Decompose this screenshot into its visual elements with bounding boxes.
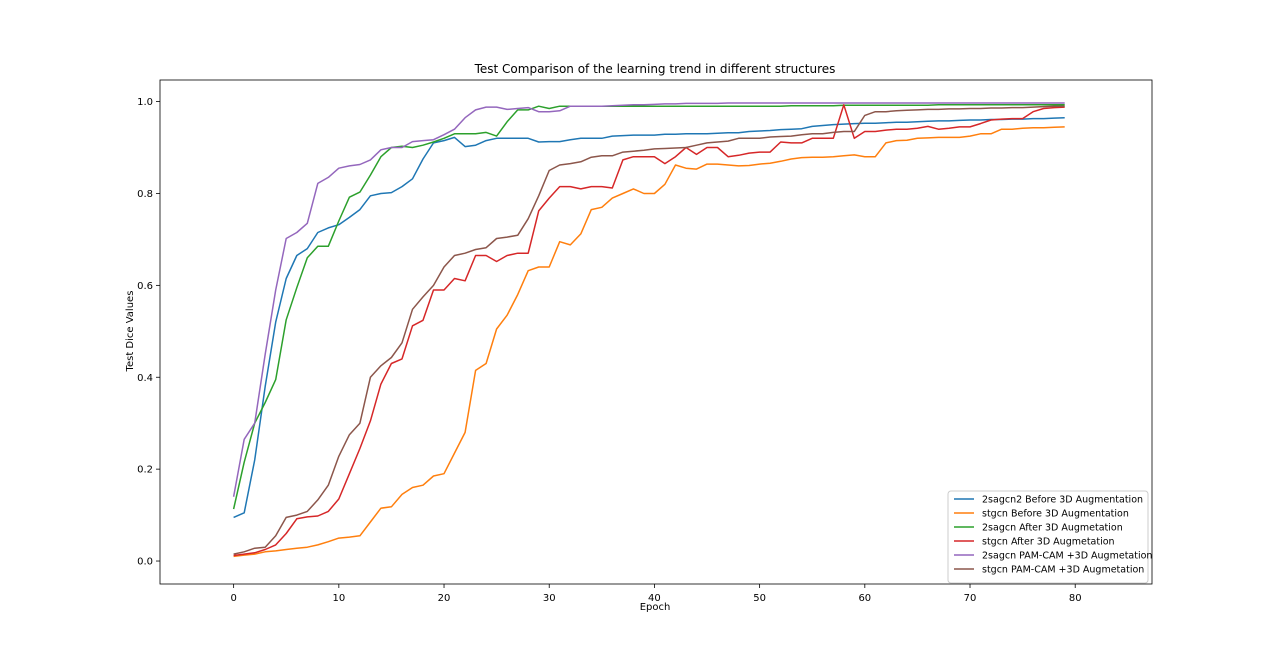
y-axis-label: Test Dice Values bbox=[125, 291, 136, 373]
x-tick-label: 80 bbox=[1069, 593, 1082, 604]
series-line-3 bbox=[232, 104, 1065, 510]
x-tick-label: 30 bbox=[543, 593, 556, 604]
chart-title: Test Comparison of the learning trend in… bbox=[474, 62, 836, 76]
x-tick-label: 50 bbox=[753, 593, 766, 604]
axes: 0 10 20 30 40 50 60 70 80 0.0 0.2 0.4 0.6 0.8 1.0 bbox=[137, 79, 1153, 604]
legend-label-6: stgcn PAM-CAM +3D Augmetation bbox=[982, 565, 1144, 576]
y-tick-label: 0.2 bbox=[137, 465, 153, 476]
x-tick-label: 60 bbox=[858, 593, 871, 604]
y-tick-label: 0.4 bbox=[137, 373, 153, 384]
y-tick-label: 0.0 bbox=[137, 557, 153, 568]
series-line-5 bbox=[232, 102, 1065, 497]
legend-label-2: stgcn Before 3D Augmentation bbox=[982, 509, 1129, 520]
legend-box bbox=[947, 490, 1149, 584]
x-tick-label: 10 bbox=[332, 593, 345, 604]
plot-frame bbox=[159, 79, 1153, 585]
x-tick-label: 40 bbox=[648, 593, 661, 604]
x-axis-label: Epoch bbox=[640, 602, 671, 613]
x-tick-label: 20 bbox=[438, 593, 451, 604]
series-lines bbox=[232, 102, 1065, 558]
legend-label-3: 2sagcn After 3D Augmetation bbox=[982, 523, 1123, 534]
x-tick-label: 0 bbox=[230, 593, 236, 604]
legend: 2sagcn2 Before 3D Augmentation stgcn Befo… bbox=[947, 490, 1152, 584]
series-line-1 bbox=[233, 116, 1065, 519]
series-line-4 bbox=[233, 104, 1065, 557]
y-tick-label: 1.0 bbox=[137, 97, 153, 108]
legend-label-1: 2sagcn2 Before 3D Augmentation bbox=[982, 495, 1143, 506]
y-tick-label: 0.6 bbox=[137, 281, 153, 292]
x-tick-label: 70 bbox=[964, 593, 977, 604]
legend-label-4: stgcn After 3D Augmetation bbox=[982, 537, 1115, 548]
legend-label-5: 2sagcn PAM-CAM +3D Augmetation bbox=[982, 551, 1152, 562]
y-tick-label: 0.8 bbox=[137, 189, 153, 200]
series-line-2 bbox=[233, 126, 1065, 558]
series-line-6 bbox=[233, 105, 1065, 555]
